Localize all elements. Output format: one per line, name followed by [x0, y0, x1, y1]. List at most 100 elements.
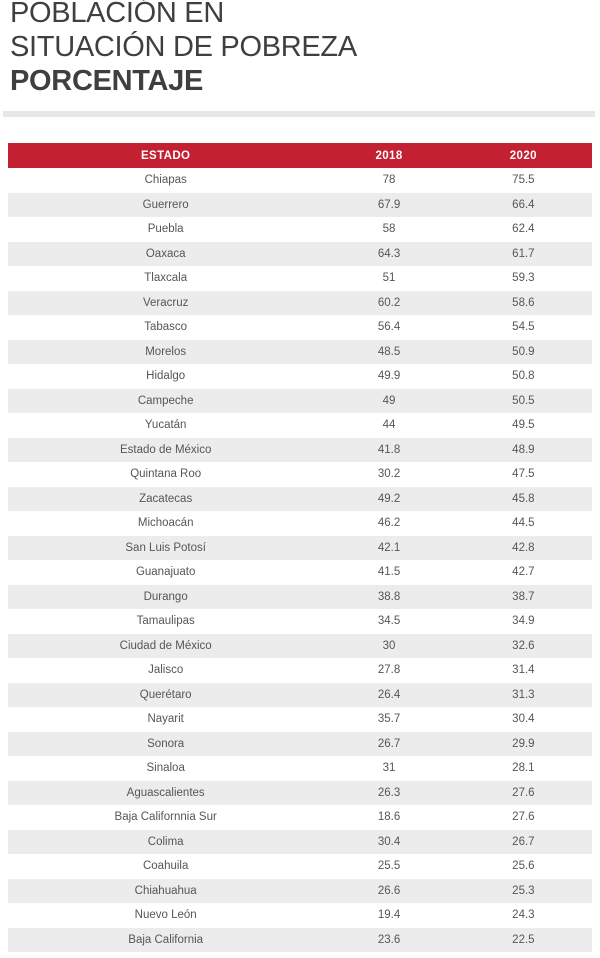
- table-row: Michoacán 46.2 44.5: [8, 511, 592, 536]
- value-cell: 58: [382, 223, 396, 236]
- value-cell: 56.4: [377, 321, 401, 334]
- table-row: Puebla 58 62.4: [8, 217, 592, 242]
- value-cell: 50.5: [512, 394, 535, 407]
- value-cell: 30: [382, 639, 396, 652]
- value-cell: 31: [382, 762, 396, 775]
- value-cell: 34.9: [512, 615, 535, 628]
- state-name-cell: Nayarit: [147, 713, 184, 726]
- table-row: Tamaulipas 34.5 34.9: [8, 609, 592, 634]
- value-cell: 26.4: [377, 688, 401, 701]
- value-cell: 30.2: [377, 468, 401, 481]
- value-cell: 42.1: [377, 541, 401, 554]
- value-cell: 75.5: [512, 174, 535, 187]
- value-cell: 60.2: [377, 296, 401, 309]
- value-cell: 49: [382, 394, 396, 407]
- state-name-cell: Chiahuahua: [134, 884, 197, 897]
- state-name-cell: Yucatán: [144, 419, 187, 432]
- table-row: Campeche 49 50.5: [8, 388, 592, 413]
- page-title: POBLACIÓN EN SITUACIÓN DE POBREZA PORCEN…: [10, 0, 600, 98]
- table-row: Tlaxcala 51 59.3: [8, 266, 592, 291]
- value-cell: 28.1: [512, 762, 535, 775]
- table-row: Yucatán 44 49.5: [8, 413, 592, 438]
- column-header-2020: 2020: [509, 149, 537, 162]
- state-name-cell: Jalisco: [148, 664, 184, 677]
- value-cell: 54.5: [512, 321, 535, 334]
- table-header-row: ESTADO 2018 2020: [8, 143, 592, 168]
- state-name-cell: Veracruz: [142, 296, 189, 309]
- value-cell: 26.7: [377, 737, 401, 750]
- table-row: Durango 38.8 38.7: [8, 584, 592, 609]
- value-cell: 31.4: [512, 664, 535, 677]
- table-row: Nuevo León 19.4 24.3: [8, 903, 592, 928]
- table-row: Veracruz 60.2 58.6: [8, 290, 592, 315]
- value-cell: 64.3: [377, 247, 401, 260]
- state-name-cell: Ciudad de México: [119, 639, 212, 652]
- title-line-3: PORCENTAJE: [10, 65, 204, 97]
- value-cell: 32.6: [512, 639, 535, 652]
- value-cell: 26.3: [377, 786, 401, 799]
- table-row: Tabasco 56.4 54.5: [8, 315, 592, 340]
- value-cell: 27.6: [512, 811, 535, 824]
- value-cell: 22.5: [512, 933, 535, 946]
- state-name-cell: Zacatecas: [139, 492, 193, 505]
- state-name-cell: Estado de México: [119, 443, 212, 456]
- value-cell: 27.6: [512, 786, 535, 799]
- table-row: Zacatecas 49.2 45.8: [8, 486, 592, 511]
- state-name-cell: Quintana Roo: [130, 468, 202, 481]
- value-cell: 25.6: [512, 860, 535, 873]
- state-name-cell: Morelos: [145, 345, 187, 358]
- state-name-cell: Guerrero: [142, 198, 189, 211]
- table-row: Morelos 48.5 50.9: [8, 339, 592, 364]
- value-cell: 58.6: [512, 296, 535, 309]
- table-row: Oaxaca 64.3 61.7: [8, 241, 592, 266]
- table-body: Chiapas 78 75.5 Guerrero 67.9 66.4 Puebla 58 62.…: [8, 168, 592, 952]
- state-name-cell: San Luis Potosí: [125, 541, 206, 554]
- value-cell: 46.2: [377, 517, 401, 530]
- value-cell: 38.7: [512, 590, 535, 603]
- table-row: Colima 30.4 26.7: [8, 829, 592, 854]
- state-name-cell: Campeche: [137, 394, 194, 407]
- state-name-cell: Tamaulipas: [136, 615, 195, 628]
- table-row: Ciudad de México 30 32.6: [8, 633, 592, 658]
- value-cell: 61.7: [512, 247, 535, 260]
- state-name-cell: Sinaloa: [146, 762, 185, 775]
- value-cell: 35.7: [377, 713, 401, 726]
- table-row: Querétaro 26.4 31.3: [8, 682, 592, 707]
- value-cell: 41.8: [377, 443, 401, 456]
- column-header-estado: ESTADO: [140, 149, 191, 162]
- state-name-cell: Hidalgo: [146, 370, 186, 383]
- value-cell: 42.7: [512, 566, 535, 579]
- state-name-cell: Baja Californnia Sur: [114, 811, 217, 824]
- table-row: Chiapas 78 75.5: [8, 168, 592, 193]
- value-cell: 50.8: [512, 370, 535, 383]
- table-row: Nayarit 35.7 30.4: [8, 707, 592, 732]
- poverty-table: ESTADO 2018 2020 Chiapas 78 75.5 Guerrero 67…: [8, 143, 592, 952]
- value-cell: 59.3: [512, 272, 535, 285]
- table-row: Guanajuato 41.5 42.7: [8, 560, 592, 585]
- value-cell: 26.7: [512, 835, 535, 848]
- value-cell: 42.8: [512, 541, 535, 554]
- value-cell: 34.5: [377, 615, 401, 628]
- table-row: San Luis Potosí 42.1 42.8: [8, 535, 592, 560]
- value-cell: 25.5: [377, 860, 401, 873]
- state-name-cell: Oaxaca: [145, 247, 186, 260]
- table-row: Estado de México 41.8 48.9: [8, 437, 592, 462]
- table-row: Hidalgo 49.9 50.8: [8, 364, 592, 389]
- value-cell: 44.5: [512, 517, 535, 530]
- title-divider: [3, 111, 595, 117]
- state-name-cell: Aguascalientes: [126, 786, 205, 799]
- state-name-cell: Puebla: [147, 223, 184, 236]
- table-row: Quintana Roo 30.2 47.5: [8, 462, 592, 487]
- value-cell: 26.6: [377, 884, 401, 897]
- state-name-cell: Sonora: [147, 737, 185, 750]
- state-name-cell: Durango: [143, 590, 188, 603]
- state-name-cell: Coahuila: [142, 860, 189, 873]
- value-cell: 49.2: [377, 492, 401, 505]
- value-cell: 30.4: [512, 713, 535, 726]
- title-line-2: SITUACIÓN DE POBREZA: [10, 31, 357, 63]
- value-cell: 19.4: [377, 909, 401, 922]
- table-row: Jalisco 27.8 31.4: [8, 658, 592, 683]
- value-cell: 49.5: [512, 419, 535, 432]
- value-cell: 29.9: [512, 737, 535, 750]
